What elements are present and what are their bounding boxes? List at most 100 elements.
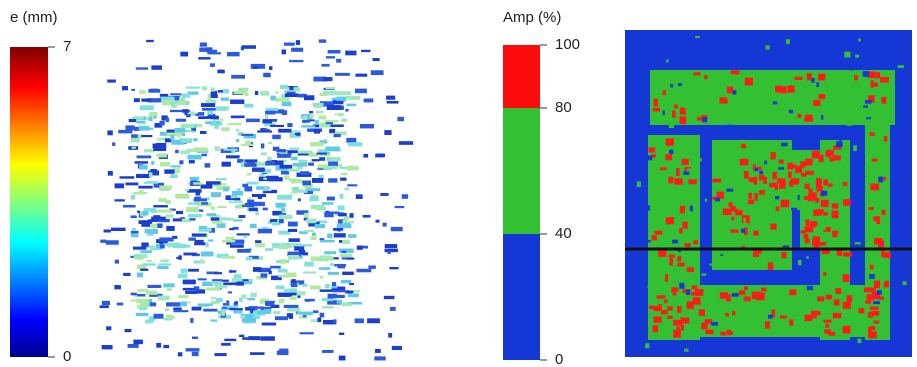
speck	[187, 189, 202, 193]
speck	[663, 232, 670, 237]
speck	[233, 274, 242, 279]
speck	[330, 263, 334, 266]
speck	[701, 273, 707, 276]
speck	[651, 235, 657, 241]
speck	[265, 107, 279, 112]
speck	[199, 130, 207, 134]
speck	[198, 228, 209, 232]
speck	[191, 351, 199, 357]
speck	[209, 214, 221, 218]
speck	[270, 275, 282, 281]
speck	[342, 239, 350, 245]
speck	[315, 110, 324, 114]
speck	[319, 140, 328, 144]
speck	[284, 175, 290, 180]
speck	[765, 45, 770, 50]
speck	[143, 208, 156, 212]
speck	[316, 152, 327, 155]
speck	[836, 249, 843, 256]
speck	[727, 124, 733, 127]
speck	[324, 284, 330, 289]
speck	[760, 287, 767, 292]
speck	[193, 123, 203, 127]
speck	[215, 178, 227, 181]
speck	[806, 73, 812, 81]
speck	[274, 160, 284, 166]
speck	[346, 290, 354, 294]
speck	[679, 282, 685, 289]
speck	[356, 245, 363, 250]
speck	[272, 134, 281, 140]
speck	[317, 317, 322, 323]
speck	[161, 100, 171, 106]
speck	[884, 230, 889, 233]
speck	[680, 107, 684, 115]
speck	[345, 50, 357, 56]
speck	[182, 287, 198, 291]
speck	[154, 123, 163, 128]
speck	[194, 199, 200, 204]
speck	[823, 226, 831, 232]
speck	[811, 310, 817, 319]
speck	[653, 316, 662, 323]
speck	[872, 82, 878, 87]
speck	[190, 317, 194, 323]
speck	[347, 301, 363, 305]
speck	[726, 86, 734, 94]
speck	[178, 295, 189, 299]
speck	[328, 161, 338, 166]
speck	[260, 91, 270, 96]
speck	[270, 265, 281, 269]
speck	[719, 292, 728, 299]
speck	[338, 332, 345, 336]
speck	[139, 164, 148, 170]
speck	[763, 176, 767, 184]
speck	[324, 211, 340, 214]
speck	[382, 222, 387, 227]
speck	[220, 97, 230, 101]
speck	[195, 113, 199, 116]
speck	[201, 202, 209, 205]
speck	[169, 208, 176, 211]
speck	[311, 178, 324, 183]
speck	[141, 211, 149, 216]
speck	[804, 238, 810, 244]
speck	[153, 313, 164, 319]
speck	[646, 240, 651, 243]
speck	[259, 174, 265, 179]
speck	[167, 131, 181, 136]
speck	[138, 220, 153, 225]
speck	[813, 100, 821, 106]
speck	[329, 128, 336, 134]
speck	[883, 135, 888, 142]
speck	[820, 199, 829, 208]
speck	[187, 202, 200, 205]
speck	[317, 220, 327, 224]
speck	[209, 115, 219, 120]
speck	[240, 143, 254, 146]
speck	[370, 70, 384, 76]
speck	[302, 183, 313, 188]
speck	[148, 170, 160, 176]
speck	[808, 188, 813, 196]
speck	[235, 139, 240, 143]
speck	[278, 299, 285, 304]
speck	[181, 93, 191, 98]
speck	[297, 164, 303, 170]
speck	[214, 272, 223, 275]
speck	[110, 227, 126, 232]
speck	[217, 205, 227, 209]
speck	[214, 123, 219, 129]
speck	[668, 149, 674, 155]
speck	[661, 310, 668, 315]
speck	[764, 277, 769, 281]
speck	[286, 91, 296, 94]
speck	[279, 85, 288, 89]
speck	[290, 296, 297, 300]
speck	[207, 113, 216, 118]
speck	[328, 178, 338, 183]
speck	[187, 91, 199, 95]
speck	[319, 289, 333, 292]
speck	[752, 164, 757, 171]
speck	[773, 38, 777, 42]
